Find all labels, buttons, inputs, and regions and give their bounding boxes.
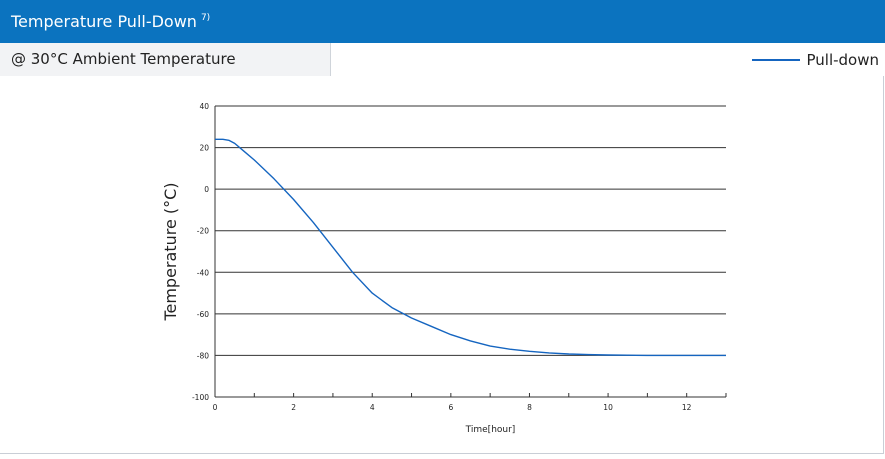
chart-area: -100 -80 -60 -40 -20 0 20 40 0 2 4 6 8 10 12 Temperatu… <box>0 77 885 455</box>
legend-label-pull-down: Pull-down <box>806 50 879 69</box>
line-chart: -100 -80 -60 -40 -20 0 20 40 0 2 4 6 8 10 12 Temperatu… <box>161 102 727 435</box>
series-group <box>215 138 726 357</box>
legend-line-swatch <box>752 58 801 61</box>
y-tick-label-20: 20 <box>199 144 209 153</box>
grid-lines <box>215 105 726 356</box>
ambient-condition-label: @ 30°C Ambient Temperature <box>11 50 236 68</box>
condition-cell: @ 30°C Ambient Temperature <box>0 43 331 76</box>
x-tick-label-6: 6 <box>448 403 453 412</box>
y-tick-label-40: 40 <box>199 102 209 111</box>
legend-cell: Pull-down <box>331 43 885 76</box>
x-tick-label-0: 0 <box>213 403 218 412</box>
footnote-marker: 7) <box>200 13 211 23</box>
x-tick-label-12: 12 <box>682 403 692 412</box>
x-tick-label-4: 4 <box>370 403 375 412</box>
y-tick-label-0: 0 <box>204 185 209 194</box>
x-tick-label-2: 2 <box>291 403 296 412</box>
x-axis-label: Time[hour] <box>465 425 516 435</box>
y-tick-label--20: -20 <box>197 227 209 236</box>
ticks: -100 -80 -60 -40 -20 0 20 40 0 2 4 6 8 10 12 <box>192 102 727 412</box>
chart-legend: Pull-down <box>752 43 879 76</box>
series-line-pull-down <box>215 138 726 357</box>
chart-subheader: @ 30°C Ambient Temperature Pull-down <box>0 43 885 76</box>
x-tick-label-10: 10 <box>603 403 613 412</box>
y-tick-label--100: -100 <box>192 393 209 402</box>
chart-title-bar: Temperature Pull-Down 7) <box>0 0 885 43</box>
y-tick-label--40: -40 <box>197 268 209 277</box>
chart-title: Temperature Pull-Down <box>11 12 197 31</box>
y-tick-label--80: -80 <box>197 351 209 360</box>
axes <box>214 106 726 398</box>
x-tick-label-8: 8 <box>527 403 532 412</box>
y-tick-label--60: -60 <box>197 310 209 319</box>
y-axis-label: Temperature (°C) <box>161 182 180 321</box>
